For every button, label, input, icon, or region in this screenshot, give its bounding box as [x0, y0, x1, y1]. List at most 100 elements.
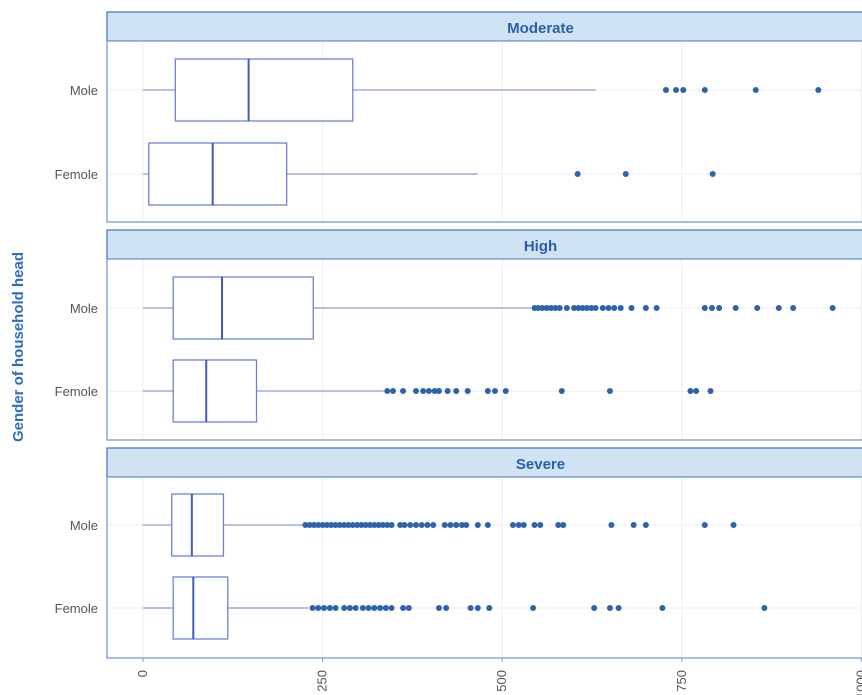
outlier-point: [642, 305, 649, 311]
outlier-point: [484, 522, 491, 528]
outlier-point: [571, 305, 578, 311]
outlier-point: [515, 522, 522, 528]
outlier-point: [405, 605, 412, 611]
outlier-point: [388, 605, 395, 611]
outlier-point: [730, 522, 737, 528]
outlier-point: [375, 522, 382, 528]
outlier-point: [306, 522, 313, 528]
outlier-point: [319, 522, 326, 528]
outlier-point: [401, 522, 408, 528]
outlier-point: [418, 522, 425, 528]
outlier-point: [563, 305, 570, 311]
outlier-point: [388, 522, 395, 528]
outlier-point: [382, 605, 389, 611]
outlier-point: [367, 522, 374, 528]
box-group: Mole: [70, 276, 862, 340]
outlier-point: [502, 388, 509, 394]
outlier-point: [761, 605, 768, 611]
outlier-point: [492, 388, 499, 394]
outlier-point: [474, 522, 481, 528]
outlier-point: [484, 388, 491, 394]
x-tick-label: 1000: [853, 670, 862, 695]
outlier-point: [531, 522, 538, 528]
outlier-point: [400, 605, 407, 611]
outlier-point: [458, 522, 465, 528]
outlier-point: [315, 605, 322, 611]
outlier-point: [606, 388, 613, 394]
outlier-point: [359, 605, 366, 611]
x-tick-label: 500: [494, 670, 509, 692]
box-iqr: [174, 58, 354, 122]
outlier-point: [435, 388, 442, 394]
outlier-point: [615, 605, 622, 611]
outlier-point: [708, 305, 715, 311]
outlier-point: [606, 605, 613, 611]
box-iqr: [172, 576, 229, 640]
outlier-point: [535, 305, 542, 311]
outlier-point: [790, 305, 797, 311]
outlier-point: [530, 605, 537, 611]
outlier-point: [693, 388, 700, 394]
outlier-point: [575, 305, 582, 311]
outlier-point: [709, 171, 716, 177]
box-iqr: [172, 276, 314, 340]
x-tick-label: 250: [315, 670, 330, 692]
x-tick-label: 750: [674, 670, 689, 692]
outlier-point: [754, 305, 761, 311]
outlier-point: [701, 522, 708, 528]
outlier-point: [659, 605, 666, 611]
outlier-point: [328, 522, 335, 528]
outlier-point: [520, 522, 527, 528]
outlier-point: [443, 605, 450, 611]
outlier-point: [346, 605, 353, 611]
outlier-point: [662, 87, 669, 93]
facet-strip: [106, 447, 862, 478]
facet-panel: Moderate Mole Femole: [55, 11, 862, 223]
outlier-point: [687, 388, 694, 394]
outlier-point: [336, 522, 343, 528]
outlier-point: [464, 388, 471, 394]
outlier-point: [407, 522, 414, 528]
outlier-point: [574, 171, 581, 177]
outlier-point: [583, 305, 590, 311]
facet-panel: High Mole Femole: [55, 229, 862, 441]
outlier-point: [453, 522, 460, 528]
outlier-point: [323, 522, 330, 528]
outlier-point: [815, 87, 822, 93]
outlier-point: [716, 305, 723, 311]
outlier-point: [509, 522, 516, 528]
outlier-point: [467, 605, 474, 611]
outlier-point: [680, 87, 687, 93]
outlier-point: [556, 305, 563, 311]
outlier-point: [310, 522, 317, 528]
category-label: Mole: [70, 518, 98, 533]
panel-background: [106, 476, 862, 659]
outlier-point: [352, 605, 359, 611]
outlier-point: [412, 522, 419, 528]
box-group: Mole: [70, 58, 862, 122]
outlier-point: [732, 305, 739, 311]
facet-strip: [106, 229, 862, 260]
outlier-point: [588, 305, 595, 311]
outlier-point: [365, 605, 372, 611]
outlier-point: [560, 522, 567, 528]
outlier-point: [302, 522, 309, 528]
box-group: Mole: [70, 493, 862, 557]
outlier-point: [539, 305, 546, 311]
outlier-point: [397, 522, 404, 528]
panels-layer: Moderate Mole Femole High Mole Femole Severe Mo…: [55, 11, 862, 659]
outlier-point: [707, 388, 714, 394]
outlier-point: [543, 305, 550, 311]
outlier-point: [617, 305, 624, 311]
outlier-point: [701, 305, 708, 311]
outlier-point: [332, 605, 339, 611]
outlier-point: [349, 522, 356, 528]
outlier-point: [321, 605, 328, 611]
outlier-point: [599, 305, 606, 311]
outlier-point: [345, 522, 352, 528]
outlier-point: [555, 522, 562, 528]
category-label: Mole: [70, 301, 98, 316]
outlier-point: [400, 388, 407, 394]
outlier-point: [431, 388, 438, 394]
outlier-point: [371, 605, 378, 611]
